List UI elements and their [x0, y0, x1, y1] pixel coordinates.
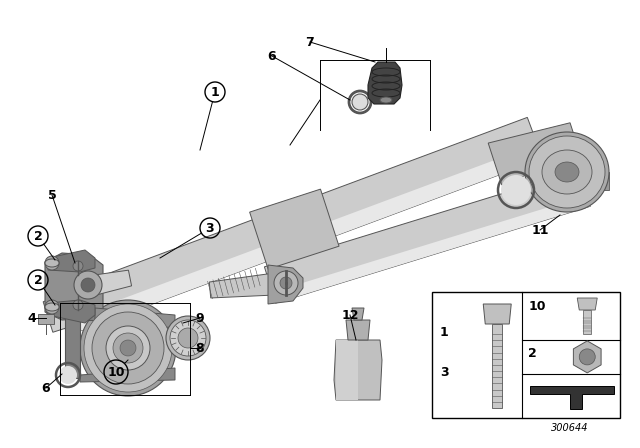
Ellipse shape: [380, 97, 392, 103]
Polygon shape: [334, 340, 382, 400]
Text: 2: 2: [528, 347, 537, 360]
Polygon shape: [577, 298, 597, 310]
Circle shape: [92, 312, 164, 384]
Bar: [583, 310, 591, 334]
Circle shape: [73, 300, 83, 310]
Polygon shape: [209, 273, 276, 298]
Text: 1: 1: [440, 326, 449, 339]
Text: 12: 12: [341, 309, 359, 322]
Ellipse shape: [45, 259, 59, 267]
Ellipse shape: [529, 136, 605, 208]
Polygon shape: [346, 320, 370, 340]
Polygon shape: [62, 144, 543, 336]
Polygon shape: [272, 195, 591, 303]
Circle shape: [106, 326, 150, 370]
Polygon shape: [52, 117, 543, 336]
Circle shape: [84, 304, 172, 392]
Polygon shape: [48, 300, 95, 323]
Polygon shape: [80, 368, 175, 382]
Circle shape: [73, 261, 83, 271]
Polygon shape: [525, 172, 609, 190]
Text: 6: 6: [268, 49, 276, 63]
Circle shape: [45, 256, 59, 270]
Circle shape: [274, 271, 298, 295]
Polygon shape: [250, 189, 339, 269]
Circle shape: [579, 349, 595, 365]
Circle shape: [178, 328, 198, 348]
Polygon shape: [368, 62, 402, 104]
Text: 300644: 300644: [551, 423, 589, 433]
Polygon shape: [530, 386, 614, 409]
Text: 5: 5: [47, 189, 56, 202]
Polygon shape: [268, 265, 303, 304]
Circle shape: [280, 277, 292, 289]
Ellipse shape: [542, 150, 592, 194]
Circle shape: [59, 366, 77, 384]
Text: 1: 1: [211, 86, 220, 99]
Text: 2: 2: [34, 273, 42, 287]
Polygon shape: [336, 340, 358, 400]
Text: 9: 9: [196, 311, 204, 324]
Text: 8: 8: [196, 341, 204, 354]
Circle shape: [113, 333, 143, 363]
Polygon shape: [95, 308, 175, 328]
Text: 4: 4: [28, 311, 36, 324]
Circle shape: [45, 300, 59, 314]
Text: 3: 3: [440, 366, 449, 379]
Polygon shape: [352, 308, 364, 320]
Polygon shape: [48, 250, 95, 272]
Circle shape: [166, 316, 210, 360]
Text: 2: 2: [34, 229, 42, 242]
Polygon shape: [65, 308, 95, 378]
Ellipse shape: [45, 303, 59, 311]
Circle shape: [74, 271, 102, 299]
Polygon shape: [93, 270, 132, 295]
Polygon shape: [45, 253, 103, 320]
Bar: [432, 292, 620, 418]
Text: 3: 3: [205, 221, 214, 234]
Polygon shape: [264, 170, 591, 303]
Circle shape: [352, 94, 368, 110]
Polygon shape: [483, 304, 511, 324]
Polygon shape: [573, 341, 601, 373]
Ellipse shape: [555, 162, 579, 182]
Text: 6: 6: [42, 382, 51, 395]
Circle shape: [81, 278, 95, 292]
Polygon shape: [43, 295, 75, 332]
Ellipse shape: [525, 132, 609, 212]
Polygon shape: [488, 123, 580, 185]
Circle shape: [170, 320, 206, 356]
Bar: [38, 314, 54, 324]
Circle shape: [80, 300, 176, 396]
Circle shape: [120, 340, 136, 356]
Text: 10: 10: [528, 300, 546, 313]
Circle shape: [501, 175, 531, 205]
Text: 7: 7: [306, 35, 314, 48]
Bar: [492, 324, 502, 408]
Text: 10: 10: [108, 366, 125, 379]
Text: 11: 11: [531, 224, 548, 237]
